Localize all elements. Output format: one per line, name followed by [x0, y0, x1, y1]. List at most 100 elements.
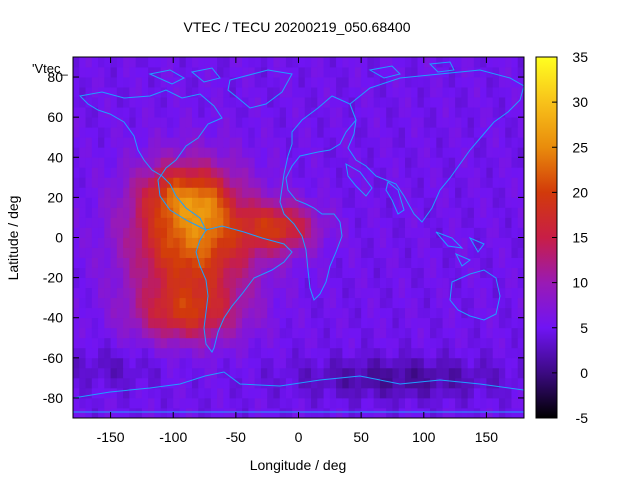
heatmap-cell	[91, 197, 99, 208]
heatmap-cell	[73, 137, 80, 148]
heatmap-cell	[285, 307, 293, 319]
heatmap-cell	[260, 77, 268, 88]
heatmap-cell	[198, 207, 205, 218]
heatmap-cell	[467, 137, 475, 148]
heatmap-cell	[223, 117, 230, 128]
heatmap-cell	[386, 87, 393, 98]
heatmap-cell	[473, 367, 481, 379]
heatmap-cell	[430, 347, 437, 359]
heatmap-cell	[292, 177, 299, 188]
heatmap-cell	[285, 87, 293, 98]
heatmap-cell	[511, 267, 519, 279]
heatmap-cell	[192, 97, 199, 108]
heatmap-cell	[398, 377, 406, 389]
heatmap-cell	[135, 87, 143, 98]
heatmap-cell	[386, 147, 393, 158]
heatmap-cell	[185, 217, 193, 228]
heatmap-cell	[486, 247, 494, 258]
coastline-greenland	[227, 69, 293, 109]
heatmap-cell	[298, 227, 306, 238]
heatmap-cell	[160, 387, 168, 399]
heatmap-cell	[430, 297, 437, 309]
heatmap-cell	[323, 297, 331, 309]
heatmap-cell	[348, 247, 356, 258]
heatmap-cell	[254, 337, 262, 349]
heatmap-cell	[298, 207, 306, 218]
heatmap-cell	[123, 77, 130, 88]
heatmap-cell	[179, 237, 187, 248]
heatmap-cell	[373, 317, 381, 329]
heatmap-cell	[160, 187, 168, 198]
heatmap-cell	[292, 337, 299, 349]
heatmap-cell	[248, 177, 256, 188]
heatmap-cell	[517, 57, 525, 68]
heatmap-cell	[336, 177, 343, 188]
heatmap-cell	[498, 317, 506, 329]
heatmap-cell	[430, 197, 437, 208]
heatmap-cell	[192, 337, 199, 349]
heatmap-cell	[260, 147, 268, 158]
heatmap-cell	[210, 67, 218, 78]
heatmap-cell	[323, 257, 331, 268]
heatmap-cell	[342, 277, 350, 289]
heatmap-cell	[242, 87, 249, 98]
heatmap-cell	[135, 187, 143, 198]
heatmap-cell	[430, 407, 437, 419]
heatmap-cell	[141, 247, 149, 258]
heatmap-cell	[430, 157, 437, 168]
heatmap-cell	[304, 97, 312, 108]
heatmap-cell	[298, 397, 306, 409]
heatmap-cell	[166, 237, 174, 248]
heatmap-cell	[116, 107, 124, 118]
heatmap-cell	[311, 87, 318, 98]
heatmap-cell	[235, 317, 243, 329]
heatmap-cell	[411, 197, 418, 208]
heatmap-cell	[116, 317, 124, 329]
heatmap-cell	[361, 267, 368, 279]
heatmap-cell	[386, 287, 393, 299]
heatmap-cell	[498, 57, 506, 68]
heatmap-cell	[254, 127, 262, 138]
heatmap-cell	[311, 287, 318, 299]
heatmap-cell	[98, 67, 105, 78]
heatmap-cell	[104, 317, 111, 329]
heatmap-cell	[292, 237, 299, 248]
heatmap-cell	[160, 87, 168, 98]
heatmap-cell	[448, 317, 456, 329]
heatmap-cell	[110, 247, 118, 258]
heatmap-cell	[85, 207, 93, 218]
heatmap-cell	[185, 107, 193, 118]
heatmap-cell	[461, 87, 469, 98]
heatmap-cell	[411, 107, 418, 118]
heatmap-cell	[85, 257, 93, 268]
heatmap-cell	[248, 257, 256, 268]
heatmap-cell	[242, 167, 249, 178]
heatmap-cell	[448, 117, 456, 128]
heatmap-cell	[85, 147, 93, 158]
heatmap-cell	[511, 207, 519, 218]
heatmap-cell	[461, 377, 469, 389]
heatmap-cell	[467, 337, 475, 349]
heatmap-cell	[336, 377, 343, 389]
heatmap-cell	[148, 407, 155, 419]
heatmap-cell	[116, 337, 124, 349]
heatmap-cell	[235, 127, 243, 138]
heatmap-cell	[323, 337, 331, 349]
heatmap-cell	[517, 287, 525, 299]
heatmap-cell	[198, 307, 205, 319]
heatmap-cell	[411, 337, 418, 349]
heatmap-cell	[480, 157, 487, 168]
heatmap-cell	[235, 387, 243, 399]
heatmap-cell	[141, 167, 149, 178]
heatmap-cell	[160, 77, 168, 88]
heatmap-cell	[404, 67, 412, 78]
heatmap-cell	[436, 97, 443, 108]
heatmap-cell	[511, 287, 519, 299]
heatmap-cell	[298, 177, 306, 188]
heatmap-cell	[367, 237, 375, 248]
heatmap-cell	[473, 287, 481, 299]
heatmap-cell	[229, 187, 237, 198]
heatmap-cell	[505, 317, 512, 329]
heatmap-cell	[298, 337, 306, 349]
heatmap-cell	[367, 107, 375, 118]
